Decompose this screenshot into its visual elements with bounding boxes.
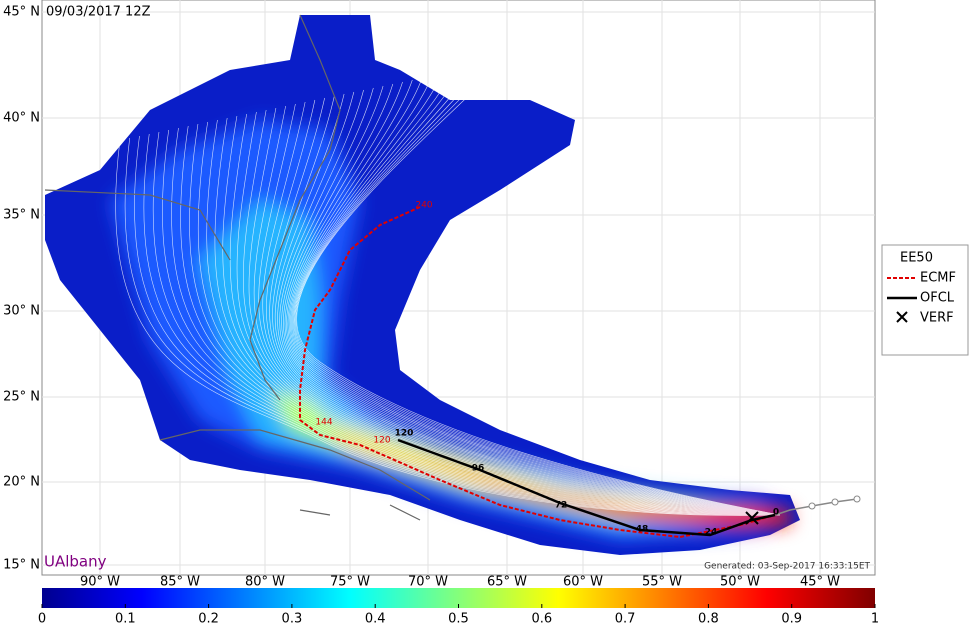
lat-label: 15° N (3, 558, 40, 573)
colorbar-label: 0.4 (365, 612, 386, 627)
ofcl-label: 96 (472, 464, 485, 474)
ecmf-track (299, 206, 776, 539)
legend-label: EE50 (900, 251, 933, 266)
colorbar-label: 0.8 (698, 612, 719, 627)
lat-label: 20° N (3, 475, 40, 490)
ensemble-track (180, 125, 781, 516)
ensemble-track (279, 89, 781, 516)
colorbar-label: 0.2 (198, 612, 219, 627)
lat-label: 35° N (3, 208, 40, 223)
ensemble-track (286, 81, 781, 516)
ensemble-track (236, 111, 781, 516)
ensemble-track (291, 73, 781, 516)
ofcl-label: 24 (705, 528, 718, 538)
timestamp: 09/03/2017 12Z (46, 5, 151, 20)
ensemble-track (272, 95, 781, 516)
ecmf-label: 120 (373, 436, 390, 446)
colorbar-label: 0.5 (448, 612, 469, 627)
ensemble-track (295, 63, 781, 516)
probability-swath (44, 14, 861, 555)
ensemble-track (293, 69, 781, 516)
colorbar (42, 588, 875, 608)
lon-label: 55° W (642, 575, 682, 590)
ofcl-label: 72 (555, 501, 568, 511)
ensemble-track (281, 87, 781, 516)
colorbar-label: 0.6 (531, 612, 552, 627)
lon-label: 45° W (800, 575, 840, 590)
legend (881, 244, 969, 356)
lon-label: 90° W (80, 575, 120, 590)
ensemble-track (266, 99, 781, 516)
ensemble-track (262, 101, 781, 516)
ensemble-track (290, 75, 781, 516)
ensemble-track (258, 103, 781, 516)
lon-label: 85° W (160, 575, 200, 590)
ensemble-track (124, 137, 781, 516)
ensemble-track (292, 71, 781, 516)
ofcl-label: 120 (395, 429, 414, 439)
colorbar-label: 0 (38, 612, 46, 627)
ofcl-track (397, 438, 776, 537)
lat-label: 30° N (3, 304, 40, 319)
ensemble-track (243, 109, 781, 516)
lon-label: 80° W (245, 575, 285, 590)
ensemble-track (189, 123, 781, 516)
ensemble-track (248, 107, 781, 516)
ensemble-track (277, 91, 781, 516)
lat-label: 40° N (3, 111, 40, 126)
verf-marker (745, 511, 759, 525)
colorbar-label: 0.3 (282, 612, 303, 627)
ensemble-track (296, 61, 781, 516)
ofcl-label: 48 (636, 525, 649, 535)
ensemble-track (152, 131, 781, 516)
legend-label: ECMF (920, 271, 956, 286)
ensemble-track (253, 105, 781, 516)
lat-label: 45° N (3, 5, 40, 20)
colorbar-label: 0.7 (615, 612, 636, 627)
generated-note: Generated: 03-Sep-2017 16:33:15ET (704, 562, 870, 572)
ensemble-track (288, 77, 781, 516)
ensemble-track (284, 83, 781, 516)
watermark: UAlbany (44, 553, 107, 571)
ensemble-track (222, 115, 781, 516)
colorbar-label: 1 (871, 612, 879, 627)
ensemble-track (269, 97, 781, 516)
legend-label: VERF (920, 311, 954, 326)
ensemble-track (274, 93, 781, 516)
ensemble-track (294, 65, 781, 516)
colorbar-label: 0.9 (781, 612, 802, 627)
lon-label: 70° W (408, 575, 448, 590)
ensemble-track (197, 121, 781, 516)
colorbar-label: 0.1 (115, 612, 136, 627)
ecmf-label: 240 (415, 201, 432, 211)
ecmf-label: 144 (315, 418, 332, 428)
ensemble-track (293, 67, 781, 516)
ensemble-track (171, 127, 781, 516)
lon-label: 75° W (330, 575, 370, 590)
ensemble-track (162, 129, 781, 516)
legend-label: OFCL (920, 291, 955, 306)
ofcl-label: 0 (773, 508, 779, 518)
ensemble-track (287, 79, 781, 516)
lon-label: 50° W (720, 575, 760, 590)
ensemble-track (214, 117, 781, 516)
ensemble-track (283, 85, 781, 516)
ensemble-track (206, 119, 781, 516)
lat-label: 25° N (3, 390, 40, 405)
lon-label: 65° W (487, 575, 527, 590)
lon-label: 60° W (563, 575, 603, 590)
ensemble-track (115, 139, 781, 516)
